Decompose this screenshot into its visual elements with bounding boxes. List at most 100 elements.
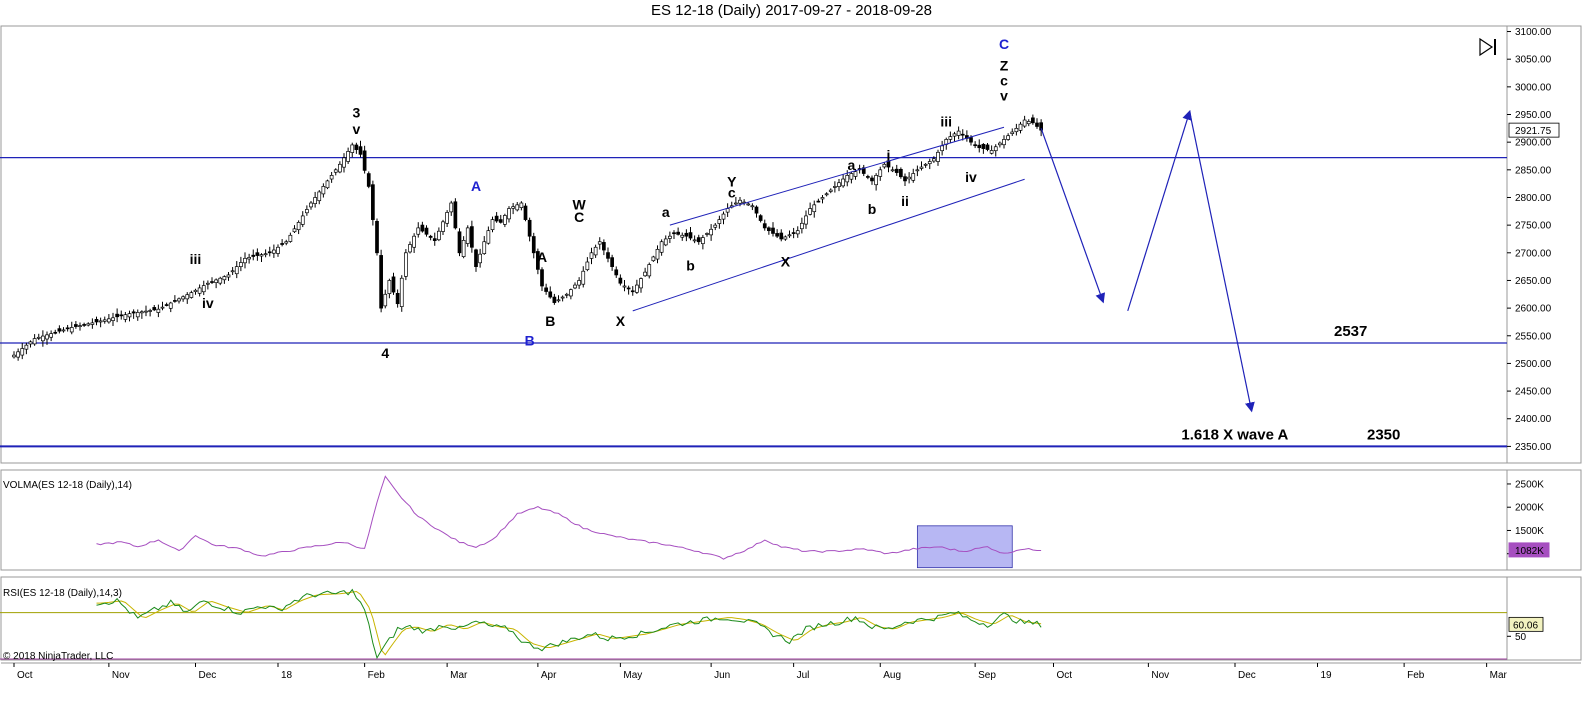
candle <box>82 322 86 327</box>
candle-body <box>498 219 503 223</box>
candle <box>981 143 986 154</box>
candle-body <box>449 202 454 213</box>
candle-body <box>127 313 132 318</box>
candle <box>1022 115 1027 128</box>
candle <box>441 219 445 236</box>
candle <box>548 286 553 299</box>
candle <box>173 295 177 303</box>
candle <box>284 239 289 246</box>
candle <box>354 142 359 154</box>
candle <box>292 225 297 234</box>
candle-body <box>371 184 375 220</box>
candle <box>206 280 210 290</box>
candle <box>272 244 276 258</box>
wave-label: iii <box>190 251 202 267</box>
time-tick-label: Feb <box>1407 670 1425 681</box>
volma-panel-label: VOLMA(ES 12-18 (Daily),14) <box>3 480 132 491</box>
candle <box>288 232 293 243</box>
candle <box>49 330 53 342</box>
candle <box>305 205 309 216</box>
price-tick-label: 2700.00 <box>1515 248 1552 259</box>
candle <box>123 311 128 323</box>
projection-leg-2 <box>1127 109 1193 312</box>
candle <box>379 249 383 313</box>
candle-body <box>894 168 899 173</box>
rsi-tick-label: 50 <box>1515 632 1527 643</box>
candle-body <box>41 335 45 342</box>
rsi-panel <box>0 588 1507 660</box>
candle-body <box>911 173 916 181</box>
candle <box>750 203 755 211</box>
price-tick-label: 2900.00 <box>1515 138 1552 149</box>
candle <box>734 196 738 206</box>
candle <box>907 172 911 184</box>
candle-body <box>907 176 911 180</box>
skip-forward-icon <box>1479 37 1496 57</box>
candle-body <box>725 208 730 213</box>
candle <box>160 301 165 311</box>
candle <box>144 305 148 317</box>
candle-body <box>973 144 977 147</box>
candle <box>453 198 458 230</box>
candle <box>296 220 301 235</box>
volma-tick-label: 2500K <box>1515 479 1544 490</box>
candle <box>230 267 235 275</box>
candle-body <box>482 241 487 254</box>
candle <box>24 342 29 355</box>
scroll-end-button[interactable] <box>1477 36 1499 58</box>
candle-body <box>775 233 779 237</box>
candle <box>585 257 590 272</box>
candle-body <box>395 292 400 305</box>
candle <box>65 324 70 332</box>
candle <box>107 314 111 324</box>
candle-body <box>490 219 495 231</box>
candle <box>276 244 280 257</box>
candle <box>775 229 779 239</box>
candle-body <box>243 257 247 264</box>
candle <box>498 214 503 224</box>
candle <box>672 230 676 239</box>
candle <box>366 171 371 189</box>
candle-body <box>758 215 763 221</box>
candle <box>519 201 524 211</box>
candle-body <box>614 269 619 276</box>
candle <box>527 217 532 242</box>
candle-body <box>478 253 482 264</box>
candle <box>544 283 548 295</box>
candle-body <box>259 254 264 257</box>
wave-label: b <box>686 257 695 273</box>
candle <box>61 327 66 333</box>
candle-body <box>560 296 565 299</box>
volma-line <box>96 475 1042 560</box>
candle <box>36 333 41 341</box>
chart-title: ES 12-18 (Daily) 2017-09-27 - 2018-09-28 <box>651 2 932 19</box>
candle-body <box>210 281 214 283</box>
candle <box>234 261 239 279</box>
candle-body <box>441 221 445 232</box>
candle-body <box>168 302 173 309</box>
candle-body <box>107 318 111 323</box>
candle <box>1014 123 1019 136</box>
candle <box>424 225 429 237</box>
candle-body <box>630 290 635 293</box>
candle <box>569 288 573 300</box>
candle-body <box>474 249 478 267</box>
candle-body <box>680 234 685 238</box>
price-tick-label: 2950.00 <box>1515 110 1552 121</box>
candle <box>701 234 705 250</box>
candle <box>20 343 25 360</box>
candle-body <box>230 270 235 273</box>
candle-body <box>98 320 103 323</box>
candle-body <box>676 231 680 235</box>
wave-label: C <box>574 209 584 225</box>
candle <box>226 271 231 281</box>
candle-body <box>589 252 594 259</box>
candle <box>325 179 330 190</box>
candle-body <box>511 206 515 209</box>
candle <box>494 212 499 223</box>
candle-body <box>1018 123 1023 131</box>
candle <box>371 180 375 226</box>
candle-body <box>663 238 668 246</box>
candle <box>329 171 334 183</box>
